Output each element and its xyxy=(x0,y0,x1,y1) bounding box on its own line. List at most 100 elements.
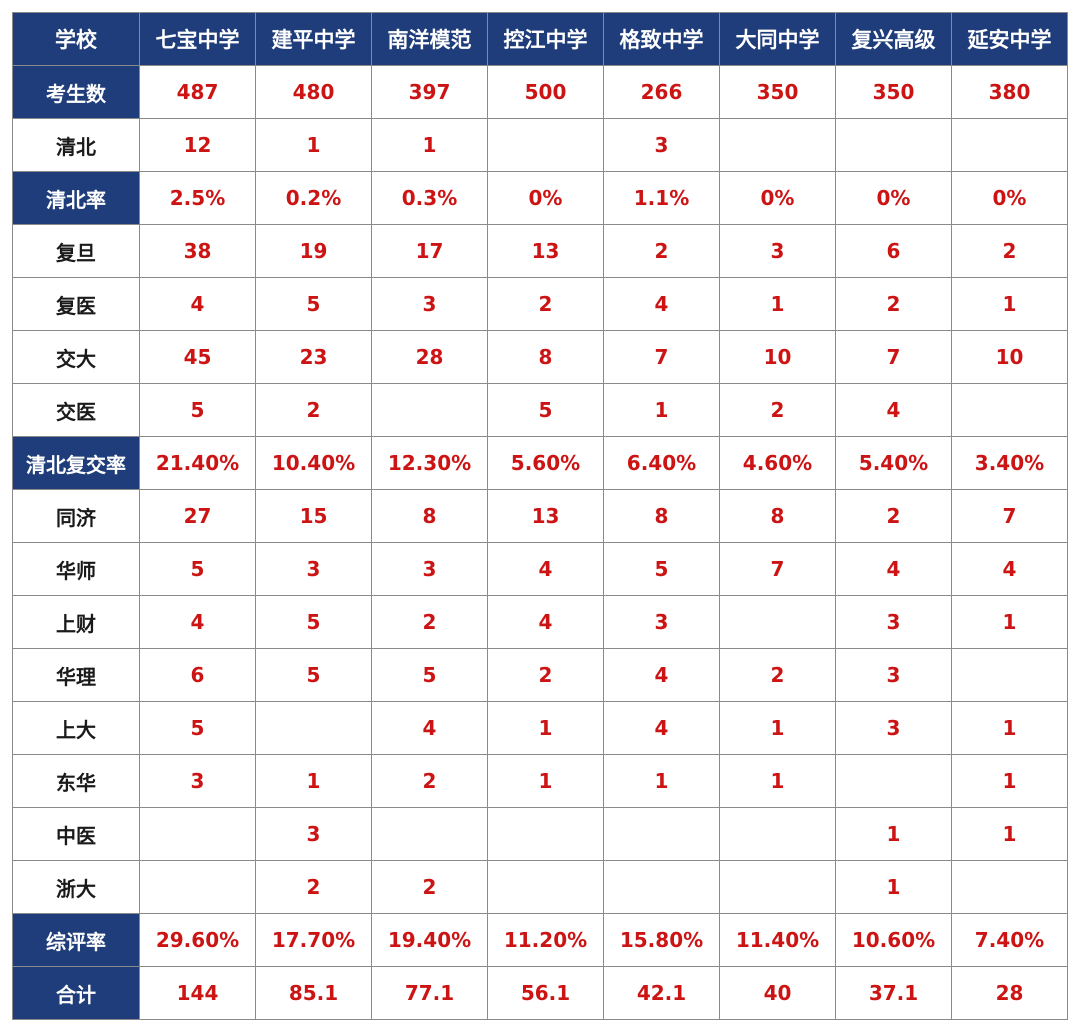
table-cell: 37.1 xyxy=(835,966,952,1020)
table-cell xyxy=(371,807,488,861)
row-header: 复医 xyxy=(12,277,140,331)
table-cell: 13 xyxy=(487,224,604,278)
row-header: 浙大 xyxy=(12,860,140,914)
table-cell: 27 xyxy=(139,489,256,543)
table-cell: 4 xyxy=(371,701,488,755)
table-cell: 5 xyxy=(371,648,488,702)
table-cell: 2 xyxy=(487,648,604,702)
table-cell: 4 xyxy=(487,595,604,649)
table-cell: 2 xyxy=(951,224,1068,278)
table-cell: 5 xyxy=(487,383,604,437)
table-row: 上大 5 4 1 4 1 3 1 xyxy=(12,701,1068,755)
table-cell: 10.40% xyxy=(255,436,372,490)
table-cell: 6 xyxy=(139,648,256,702)
table-cell: 2 xyxy=(371,754,488,808)
table-row: 合计 144 85.1 77.1 56.1 42.1 40 37.1 28 xyxy=(12,966,1068,1020)
table-cell: 1 xyxy=(719,701,836,755)
table-cell: 4 xyxy=(835,383,952,437)
table-cell: 17.70% xyxy=(255,913,372,967)
table-cell: 3 xyxy=(719,224,836,278)
table-cell: 13 xyxy=(487,489,604,543)
table-cell: 56.1 xyxy=(487,966,604,1020)
table-cell: 15 xyxy=(255,489,372,543)
table-cell: 6.40% xyxy=(603,436,720,490)
table-cell: 1 xyxy=(951,595,1068,649)
table-cell: 5 xyxy=(255,277,372,331)
table-cell: 4 xyxy=(951,542,1068,596)
table-cell: 500 xyxy=(487,65,604,119)
table-cell: 1 xyxy=(951,807,1068,861)
table-cell: 350 xyxy=(719,65,836,119)
table-cell: 45 xyxy=(139,330,256,384)
table-cell xyxy=(951,648,1068,702)
row-header: 清北 xyxy=(12,118,140,172)
column-header: 南洋模范 xyxy=(371,12,488,66)
row-header: 华师 xyxy=(12,542,140,596)
table-cell: 1 xyxy=(603,754,720,808)
table-cell xyxy=(719,595,836,649)
table-cell: 5 xyxy=(255,595,372,649)
row-header: 合计 xyxy=(12,966,140,1020)
table-cell: 487 xyxy=(139,65,256,119)
header-row: 学校 七宝中学 建平中学 南洋模范 控江中学 格致中学 大同中学 复兴高级 延安中学 xyxy=(12,12,1068,66)
table-cell: 2 xyxy=(255,860,372,914)
table-cell: 8 xyxy=(719,489,836,543)
admission-table: 学校 七宝中学 建平中学 南洋模范 控江中学 格致中学 大同中学 复兴高级 延安中学 考生数 4… xyxy=(12,12,1068,1020)
table-cell: 4 xyxy=(603,701,720,755)
table-cell: 2 xyxy=(719,648,836,702)
table-row: 清北复交率 21.40% 10.40% 12.30% 5.60% 6.40% 4.60% 5.… xyxy=(12,436,1068,490)
table-cell: 7 xyxy=(603,330,720,384)
table-row: 综评率 29.60% 17.70% 19.40% 11.20% 15.80% 11.40% 1… xyxy=(12,913,1068,967)
table-cell: 5.40% xyxy=(835,436,952,490)
table-cell: 2 xyxy=(603,224,720,278)
table-cell: 2 xyxy=(835,277,952,331)
table-cell xyxy=(603,807,720,861)
table-cell: 3 xyxy=(835,595,952,649)
table-cell xyxy=(835,754,952,808)
table-cell xyxy=(371,383,488,437)
table-cell: 5 xyxy=(139,542,256,596)
table-row: 上财 4 5 2 4 3 3 1 xyxy=(12,595,1068,649)
table-cell: 77.1 xyxy=(371,966,488,1020)
table-cell: 0.3% xyxy=(371,171,488,225)
table-cell: 19 xyxy=(255,224,372,278)
row-header: 华理 xyxy=(12,648,140,702)
column-header: 复兴高级 xyxy=(835,12,952,66)
table-cell: 3 xyxy=(371,542,488,596)
table-cell: 5.60% xyxy=(487,436,604,490)
table-cell: 4.60% xyxy=(719,436,836,490)
table-cell xyxy=(255,701,372,755)
column-header: 建平中学 xyxy=(255,12,372,66)
table-cell: 3 xyxy=(603,595,720,649)
table-cell: 8 xyxy=(487,330,604,384)
table-cell xyxy=(139,807,256,861)
table-cell: 11.20% xyxy=(487,913,604,967)
table-row: 交医 5 2 5 1 2 4 xyxy=(12,383,1068,437)
table-cell: 1.1% xyxy=(603,171,720,225)
table-cell: 10 xyxy=(719,330,836,384)
table-row: 复医 4 5 3 2 4 1 2 1 xyxy=(12,277,1068,331)
table-cell: 397 xyxy=(371,65,488,119)
table-cell: 23 xyxy=(255,330,372,384)
table-cell: 4 xyxy=(603,277,720,331)
row-header: 同济 xyxy=(12,489,140,543)
column-header: 大同中学 xyxy=(719,12,836,66)
table-cell xyxy=(951,118,1068,172)
table-cell: 12.30% xyxy=(371,436,488,490)
table-cell: 1 xyxy=(371,118,488,172)
table-cell: 17 xyxy=(371,224,488,278)
table-cell xyxy=(487,807,604,861)
table-cell: 3 xyxy=(835,648,952,702)
table-cell: 4 xyxy=(139,595,256,649)
table-cell xyxy=(719,807,836,861)
table-cell: 7.40% xyxy=(951,913,1068,967)
table-cell: 19.40% xyxy=(371,913,488,967)
table-cell: 266 xyxy=(603,65,720,119)
table-cell: 1 xyxy=(835,860,952,914)
corner-header: 学校 xyxy=(12,12,140,66)
table-body: 考生数 487 480 397 500 266 350 350 380 清北 12 1 1 3 清北率 2.5… xyxy=(12,65,1068,1020)
table-cell xyxy=(951,383,1068,437)
row-header: 清北复交率 xyxy=(12,436,140,490)
table-cell: 2 xyxy=(719,383,836,437)
table-cell: 12 xyxy=(139,118,256,172)
